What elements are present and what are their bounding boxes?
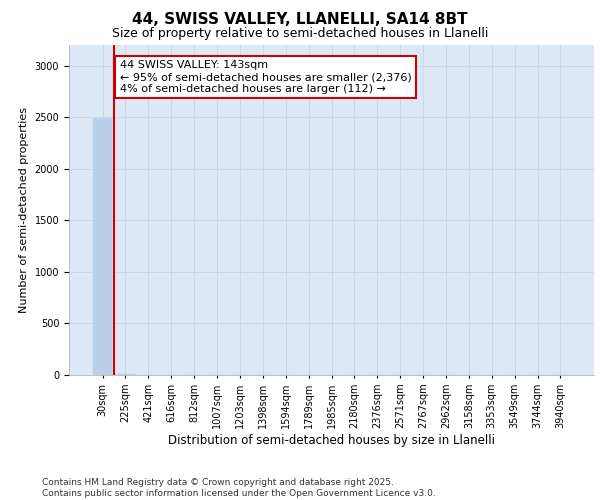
X-axis label: Distribution of semi-detached houses by size in Llanelli: Distribution of semi-detached houses by … xyxy=(168,434,495,447)
Text: Size of property relative to semi-detached houses in Llanelli: Size of property relative to semi-detach… xyxy=(112,28,488,40)
Text: 44 SWISS VALLEY: 143sqm
← 95% of semi-detached houses are smaller (2,376)
4% of : 44 SWISS VALLEY: 143sqm ← 95% of semi-de… xyxy=(120,60,412,94)
Text: Contains HM Land Registry data © Crown copyright and database right 2025.
Contai: Contains HM Land Registry data © Crown c… xyxy=(42,478,436,498)
Bar xyxy=(93,118,112,375)
Bar xyxy=(116,374,135,375)
Y-axis label: Number of semi-detached properties: Number of semi-detached properties xyxy=(19,107,29,313)
Text: 44, SWISS VALLEY, LLANELLI, SA14 8BT: 44, SWISS VALLEY, LLANELLI, SA14 8BT xyxy=(132,12,468,28)
